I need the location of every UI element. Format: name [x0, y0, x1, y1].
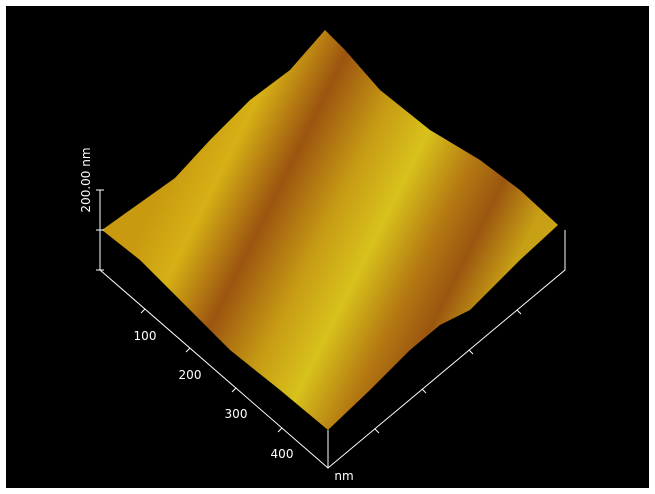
x-tick-label: 400 [271, 447, 294, 461]
page: 200.00 nm 100 200 300 400 nm (() => { co… [0, 0, 655, 494]
x-tick-label: 100 [134, 329, 157, 343]
afm-view: 200.00 nm 100 200 300 400 nm [0, 0, 655, 494]
x-tick-label: 200 [179, 368, 202, 382]
z-scale-label: 200.00 nm [79, 147, 93, 212]
x-unit: nm [334, 469, 353, 483]
x-tick-label: 300 [225, 407, 248, 421]
